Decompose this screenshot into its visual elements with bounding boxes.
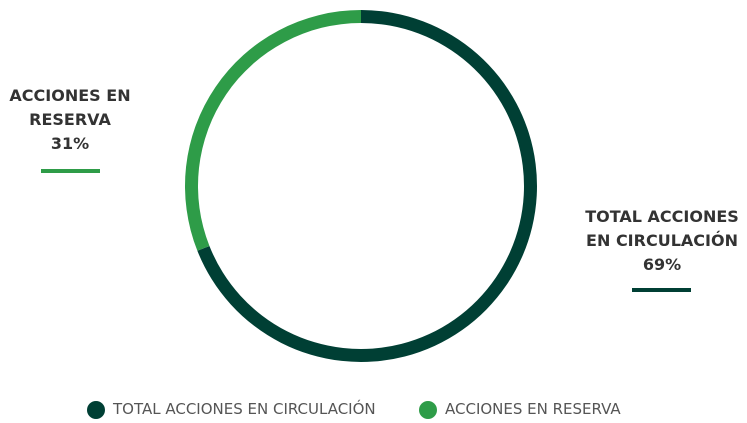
slice-label: TOTAL ACCIONES EN CIRCULACIÓN <box>585 207 739 250</box>
donut-slice <box>185 10 361 251</box>
slice-value-label: 31% <box>50 134 90 153</box>
label-underline <box>41 169 100 173</box>
label-block: TOTAL ACCIONES EN CIRCULACIÓN 69% <box>572 205 747 277</box>
slice-label: ACCIONES EN RESERVA <box>9 86 131 129</box>
slice-value-label: 69% <box>642 255 682 274</box>
legend-marker <box>419 401 437 419</box>
legend-label: ACCIONES EN RESERVA <box>445 400 621 418</box>
legend-label: TOTAL ACCIONES EN CIRCULACIÓN <box>113 400 376 418</box>
label-block: ACCIONES EN RESERVA 31% <box>5 84 135 156</box>
legend-marker <box>87 401 105 419</box>
label-underline <box>632 288 691 292</box>
